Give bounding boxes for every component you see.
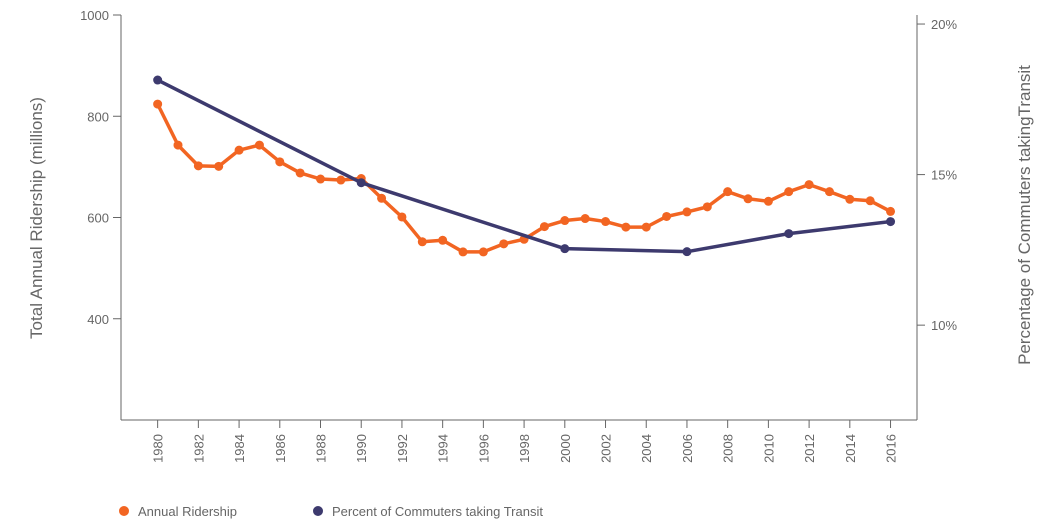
legend-marker <box>119 506 129 516</box>
data-point <box>234 145 244 155</box>
data-point <box>539 222 549 232</box>
series-line <box>156 78 891 254</box>
data-point <box>560 216 570 226</box>
data-point <box>417 237 427 247</box>
x-tick-label: 1998 <box>517 434 532 463</box>
x-tick-label: 1980 <box>151 434 166 463</box>
data-point <box>153 99 163 109</box>
data-point <box>438 235 448 245</box>
data-point <box>316 174 326 184</box>
data-point <box>458 247 468 257</box>
x-tick-label: 1984 <box>232 434 247 463</box>
data-point <box>254 140 264 150</box>
x-tick-label: 1996 <box>476 434 491 463</box>
data-point <box>641 222 651 232</box>
data-point <box>702 202 712 212</box>
y2-tick-label: 20% <box>931 17 957 32</box>
data-point <box>886 217 896 227</box>
x-tick-label: 2000 <box>558 434 573 463</box>
y-axis-label: Total Annual Ridership (millions) <box>27 97 46 339</box>
y-tick-label: 400 <box>87 312 109 327</box>
x-tick-label: 1988 <box>314 434 329 463</box>
legend-marker <box>313 506 323 516</box>
data-point <box>804 180 814 190</box>
x-tick-label: 2006 <box>680 434 695 463</box>
data-point <box>173 140 183 150</box>
data-point <box>601 217 611 227</box>
data-point <box>478 247 488 257</box>
data-point <box>886 206 896 216</box>
x-tick-label: 2016 <box>884 434 899 463</box>
data-point <box>356 178 366 188</box>
data-point <box>824 187 834 197</box>
y2-axis-label: Percentage of Commuters takingTransit <box>1015 65 1034 365</box>
data-point <box>499 239 509 249</box>
data-point <box>377 193 387 203</box>
x-tick-label: 2010 <box>761 434 776 463</box>
data-point <box>153 75 163 85</box>
data-point <box>743 194 753 204</box>
data-point <box>580 214 590 224</box>
x-tick-label: 1986 <box>273 434 288 463</box>
data-point <box>845 194 855 204</box>
data-point <box>865 196 875 206</box>
y-tick-label: 600 <box>87 211 109 226</box>
y-tick-label: 800 <box>87 109 109 124</box>
data-point <box>397 212 407 222</box>
legend-label: Percent of Commuters taking Transit <box>332 504 543 519</box>
x-tick-label: 2008 <box>721 434 736 463</box>
data-point <box>560 244 570 254</box>
data-point <box>784 229 794 239</box>
legend-label: Annual Ridership <box>138 504 237 519</box>
x-tick-label: 2002 <box>599 434 614 463</box>
x-tick-label: 1990 <box>354 434 369 463</box>
data-point <box>662 211 672 221</box>
data-point <box>193 161 203 171</box>
x-tick-label: 1992 <box>395 434 410 463</box>
y2-tick-label: 10% <box>931 318 957 333</box>
data-point <box>275 157 285 167</box>
data-point <box>336 175 346 185</box>
y2-tick-label: 15% <box>931 168 957 183</box>
x-tick-label: 1994 <box>436 434 451 463</box>
series-line <box>156 103 892 254</box>
x-tick-label: 2012 <box>802 434 817 463</box>
data-point <box>763 196 773 206</box>
data-point <box>295 168 305 178</box>
data-point <box>621 222 631 232</box>
x-tick-label: 2004 <box>639 434 654 463</box>
y-tick-label: 1000 <box>80 8 109 23</box>
data-point <box>682 207 692 217</box>
data-point <box>723 187 733 197</box>
x-tick-label: 1982 <box>191 434 206 463</box>
data-point <box>784 187 794 197</box>
x-tick-label: 2014 <box>843 434 858 463</box>
data-point <box>214 161 224 171</box>
data-point <box>682 247 692 257</box>
